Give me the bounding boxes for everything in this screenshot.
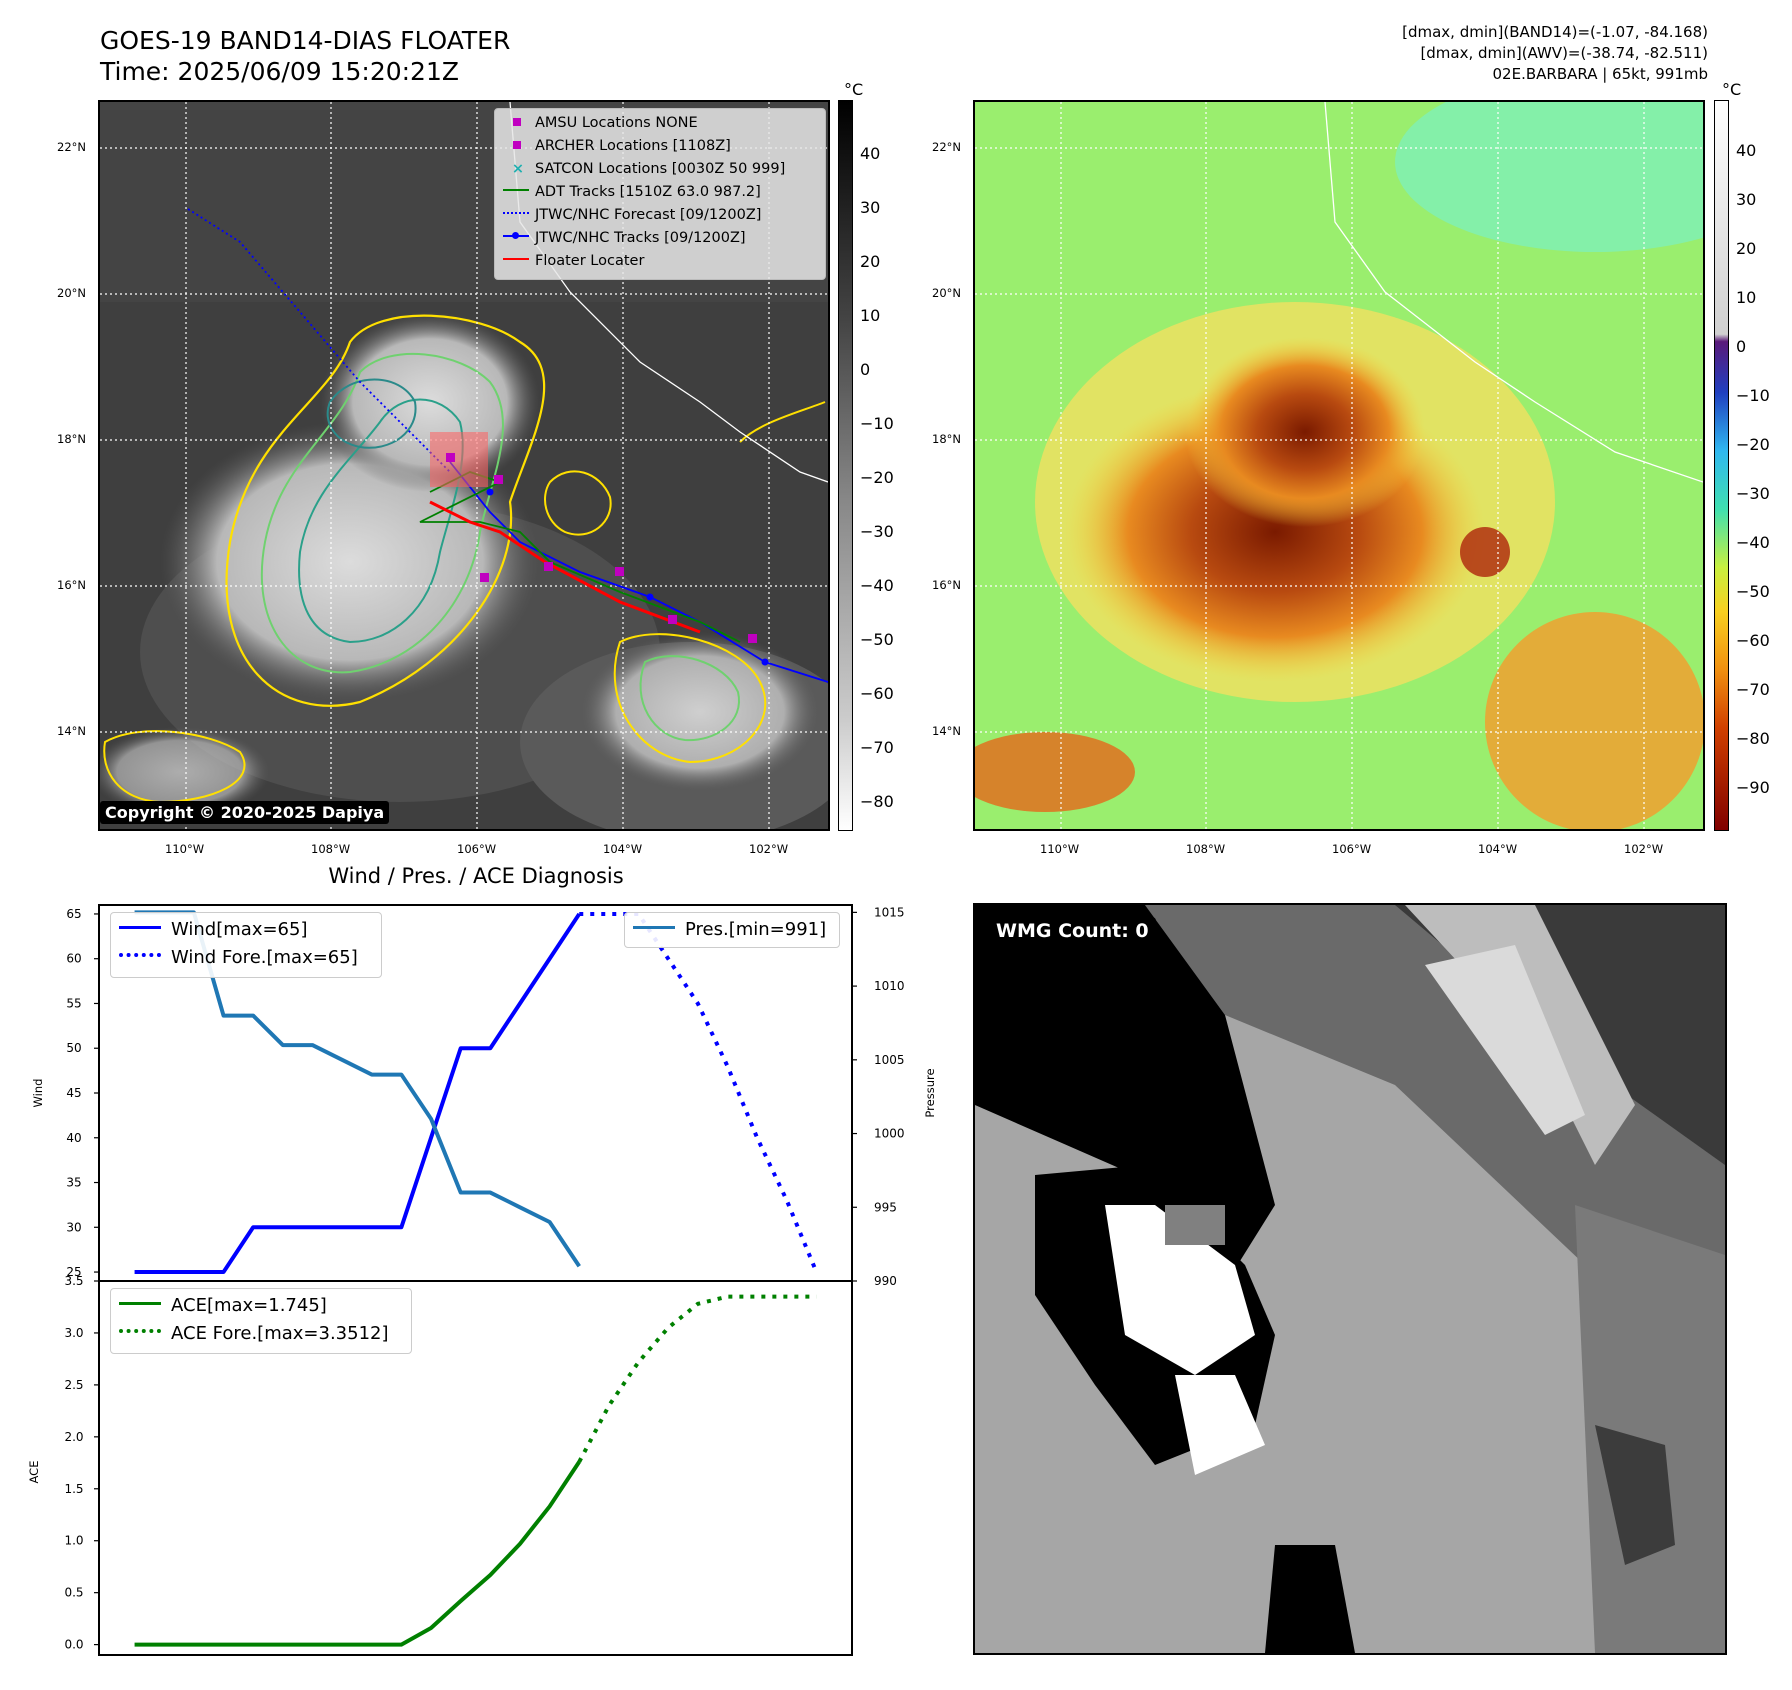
lon-label: 108°W bbox=[1186, 842, 1226, 856]
legend-item-ace: ACE[max=1.745] bbox=[119, 1293, 327, 1319]
wind-tick-label: 50 bbox=[66, 1041, 81, 1055]
dmax-band14-label: [dmax, dmin](BAND14)=(-1.07, -84.168) bbox=[1402, 23, 1708, 41]
lon-label: 106°W bbox=[1332, 842, 1372, 856]
pressure-legend: Pres.[min=991] bbox=[624, 912, 840, 948]
lon-label: 110°W bbox=[165, 842, 205, 856]
lat-label: 22°N bbox=[57, 140, 86, 154]
x-marker-icon: × bbox=[511, 161, 525, 177]
color-ir-map-panel[interactable] bbox=[973, 100, 1705, 831]
lon-label: 110°W bbox=[1040, 842, 1080, 856]
wind-pres-series-line-0 bbox=[134, 912, 581, 1275]
lat-label: 20°N bbox=[932, 286, 961, 300]
wind-tick-label: 40 bbox=[66, 1131, 81, 1145]
line-marker-icon bbox=[119, 1302, 161, 1305]
wmg-image bbox=[975, 905, 1725, 1653]
gray-colorbar bbox=[838, 100, 853, 831]
lon-label: 106°W bbox=[457, 842, 497, 856]
ace-axes-frame bbox=[98, 1280, 853, 1656]
line-marker-icon bbox=[503, 189, 529, 191]
legend-item-wind-fore: Wind Fore.[max=65] bbox=[119, 945, 358, 971]
wind-pres-series-line-2 bbox=[134, 910, 581, 1268]
dotted-line-icon bbox=[503, 212, 529, 214]
lat-label: 16°N bbox=[57, 578, 86, 592]
square-marker-icon bbox=[513, 141, 521, 149]
pressure-tick-label: 990 bbox=[874, 1274, 897, 1288]
pressure-tick-label: 1000 bbox=[874, 1127, 905, 1141]
ace-tick-label: 3.5 bbox=[64, 1274, 83, 1288]
wmg-panel[interactable]: WMG Count: 0 bbox=[973, 903, 1727, 1655]
wind-tick-label: 30 bbox=[66, 1220, 81, 1234]
wind-legend: Wind[max=65] Wind Fore.[max=65] bbox=[110, 912, 382, 978]
ace-series-line-0 bbox=[134, 1460, 581, 1647]
legend-item-tracks: JTWC/NHC Tracks [09/1200Z] bbox=[503, 227, 746, 249]
lon-label: 102°W bbox=[749, 842, 789, 856]
line-marker-icon bbox=[119, 926, 161, 929]
lat-label: 14°N bbox=[932, 724, 961, 738]
legend-item-floater: Floater Locater bbox=[503, 250, 644, 272]
pressure-tick-label: 995 bbox=[874, 1200, 897, 1214]
color-colorbar bbox=[1714, 100, 1729, 831]
copyright-badge: Copyright © 2020-2025 Dapiya bbox=[100, 801, 390, 824]
wmg-count-badge: WMG Count: 0 bbox=[989, 917, 1156, 945]
ace-tick-label: 2.5 bbox=[64, 1378, 83, 1392]
lat-label: 16°N bbox=[932, 578, 961, 592]
legend-item-ace-fore: ACE Fore.[max=3.3512] bbox=[119, 1321, 389, 1347]
ace-series-line-1 bbox=[577, 1294, 817, 1463]
dmax-awv-label: [dmax, dmin](AWV)=(-38.74, -82.511) bbox=[1420, 44, 1708, 62]
lon-label: 108°W bbox=[311, 842, 351, 856]
square-marker-icon bbox=[513, 118, 521, 126]
legend-item-wind: Wind[max=65] bbox=[119, 917, 308, 943]
legend-item-satcon: × SATCON Locations [0030Z 50 999] bbox=[503, 158, 785, 180]
wind-tick-label: 35 bbox=[66, 1176, 81, 1190]
ace-legend: ACE[max=1.745] ACE Fore.[max=3.3512] bbox=[110, 1288, 412, 1354]
lat-label: 20°N bbox=[57, 286, 86, 300]
color-ir-map-image bbox=[975, 102, 1703, 829]
wind-pres-series-line-1 bbox=[579, 911, 819, 1273]
lat-label: 22°N bbox=[932, 140, 961, 154]
pressure-tick-label: 1005 bbox=[874, 1053, 905, 1067]
diagnosis-title: Wind / Pres. / ACE Diagnosis bbox=[328, 864, 624, 888]
line-marker-icon bbox=[633, 926, 675, 929]
legend-item-forecast: JTWC/NHC Forecast [09/1200Z] bbox=[503, 204, 761, 226]
lat-label: 18°N bbox=[932, 432, 961, 446]
dotted-line-icon bbox=[119, 1329, 161, 1333]
pressure-tick-label: 1015 bbox=[874, 905, 905, 919]
ace-tick-label: 3.0 bbox=[64, 1326, 83, 1340]
wind-tick-label: 45 bbox=[66, 1086, 81, 1100]
line-dot-icon bbox=[503, 232, 529, 239]
wind-tick-label: 65 bbox=[66, 907, 81, 921]
ace-tick-label: 0.5 bbox=[64, 1586, 83, 1600]
storm-label: 02E.BARBARA | 65kt, 991mb bbox=[1492, 65, 1708, 83]
legend-item-archer: ARCHER Locations [1108Z] bbox=[503, 135, 731, 157]
legend-item-amsu: AMSU Locations NONE bbox=[503, 112, 698, 134]
map-legend: AMSU Locations NONE ARCHER Locations [11… bbox=[494, 108, 826, 280]
ir-map-panel[interactable]: AMSU Locations NONE ARCHER Locations [11… bbox=[98, 100, 830, 831]
lon-label: 104°W bbox=[1478, 842, 1518, 856]
pressure-tick-label: 1010 bbox=[874, 979, 905, 993]
colorbar-unit: °C bbox=[844, 80, 864, 99]
wind-tick-label: 60 bbox=[66, 952, 81, 966]
wind-tick-label: 55 bbox=[66, 996, 81, 1010]
legend-item-pres: Pres.[min=991] bbox=[633, 917, 826, 943]
ace-tick-label: 2.0 bbox=[64, 1430, 83, 1444]
line-marker-icon bbox=[503, 258, 529, 260]
chart-time: Time: 2025/06/09 15:20:21Z bbox=[100, 57, 459, 86]
dotted-line-icon bbox=[119, 953, 161, 957]
lon-label: 102°W bbox=[1624, 842, 1664, 856]
ace-tick-label: 0.0 bbox=[64, 1638, 83, 1652]
wind-tick-label: 25 bbox=[66, 1265, 81, 1279]
colorbar-unit: °C bbox=[1722, 80, 1742, 99]
legend-item-adt: ADT Tracks [1510Z 63.0 987.2] bbox=[503, 181, 761, 203]
chart-title: GOES-19 BAND14-DIAS FLOATER bbox=[100, 26, 511, 55]
ace-tick-label: 1.0 bbox=[64, 1534, 83, 1548]
lat-label: 14°N bbox=[57, 724, 86, 738]
lon-label: 104°W bbox=[603, 842, 643, 856]
lat-label: 18°N bbox=[57, 432, 86, 446]
ace-tick-label: 1.5 bbox=[64, 1482, 83, 1496]
